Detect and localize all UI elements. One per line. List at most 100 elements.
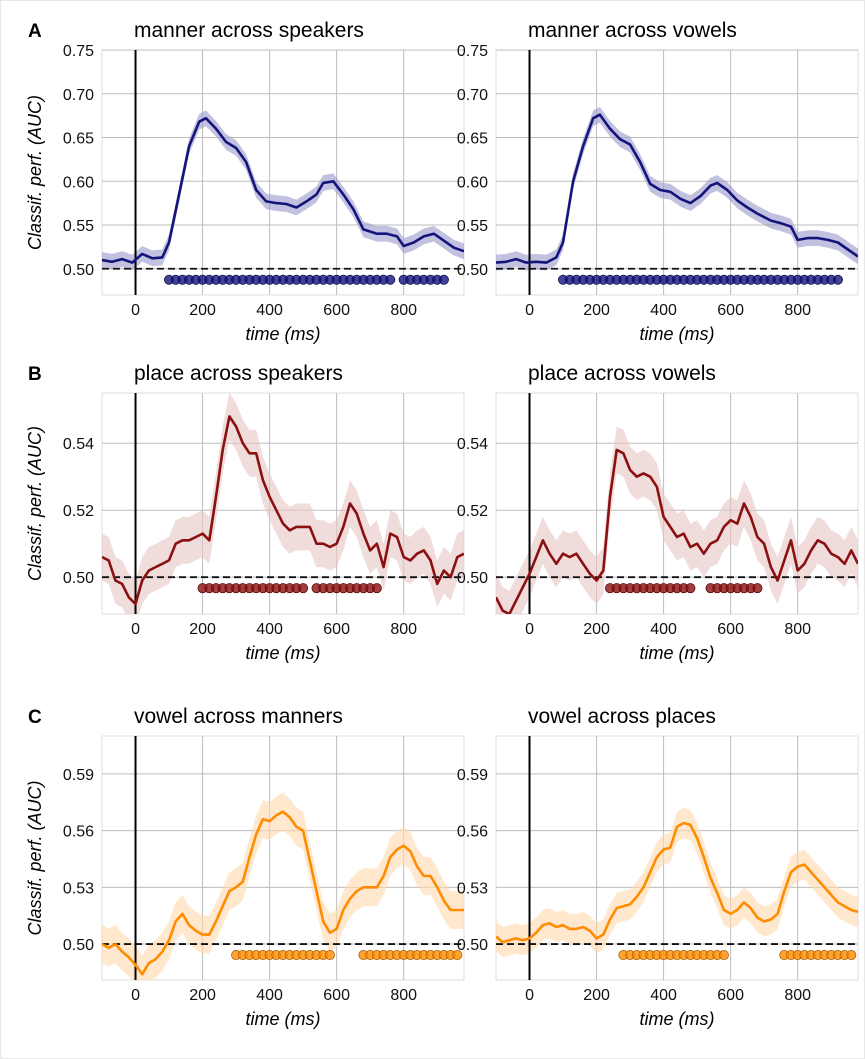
- x-tick-label: 600: [323, 302, 350, 319]
- panel-label: A: [28, 21, 42, 42]
- chart-panel-4: 0.50 0.52 0.54 0 200 400 600 800 place across vo…: [457, 362, 859, 663]
- y-tick-label: 0.52: [457, 503, 488, 520]
- significance-marker: [752, 583, 763, 594]
- chart-title: place across speakers: [134, 362, 343, 385]
- series-line: [496, 113, 858, 264]
- series-line: [496, 448, 858, 614]
- panel-label: B: [28, 364, 42, 385]
- chart-title: manner across speakers: [134, 19, 364, 42]
- y-tick-label: 0.50: [63, 937, 94, 954]
- series-line: [496, 821, 858, 944]
- confidence-band: [102, 393, 464, 614]
- x-axis-label: time (ms): [246, 643, 321, 663]
- x-tick-label: 800: [390, 302, 417, 319]
- x-tick-label: 0: [131, 302, 140, 319]
- x-tick-label: 200: [189, 987, 216, 1004]
- y-tick-label: 0.50: [63, 570, 94, 587]
- y-tick-label: 0.75: [457, 43, 488, 60]
- series-line: [102, 116, 464, 264]
- x-tick-label: 0: [525, 302, 534, 319]
- significance-marker: [718, 950, 729, 961]
- x-tick-label: 600: [323, 621, 350, 638]
- y-tick-label: 0.50: [457, 262, 488, 279]
- x-axis-label: time (ms): [640, 643, 715, 663]
- series-line: [102, 415, 464, 606]
- x-tick-label: 600: [717, 302, 744, 319]
- x-axis-label: time (ms): [640, 1009, 715, 1029]
- plot-area: [102, 736, 464, 980]
- x-tick-label: 0: [131, 621, 140, 638]
- y-tick-label: 0.55: [63, 218, 94, 235]
- chart-panel-3: 0.50 0.52 0.54 0 200 400 600 800 place across sp…: [25, 362, 465, 663]
- y-tick-label: 0.50: [457, 570, 488, 587]
- y-tick-label: 0.53: [63, 880, 94, 897]
- x-tick-label: 400: [650, 302, 677, 319]
- y-axis-label: Classif. perf. (AUC): [25, 95, 45, 250]
- chart-title: vowel across places: [528, 705, 716, 728]
- x-tick-label: 400: [256, 302, 283, 319]
- x-tick-label: 800: [784, 987, 811, 1004]
- chart-panel-2: 0.50 0.55 0.60 0.65 0.70 0.75 0 200 400 600 800 man…: [457, 19, 859, 344]
- panel-label: C: [28, 707, 42, 728]
- x-tick-label: 800: [784, 302, 811, 319]
- x-tick-label: 600: [717, 987, 744, 1004]
- y-tick-label: 0.56: [457, 824, 488, 841]
- x-tick-label: 400: [256, 987, 283, 1004]
- x-tick-label: 200: [189, 621, 216, 638]
- significance-marker: [385, 274, 396, 285]
- significance-marker: [832, 274, 843, 285]
- y-tick-label: 0.65: [457, 131, 488, 148]
- significance-marker: [685, 583, 696, 594]
- x-tick-label: 400: [256, 621, 283, 638]
- y-tick-label: 0.65: [63, 131, 94, 148]
- significance-marker: [324, 950, 335, 961]
- plot-area: [496, 393, 858, 614]
- y-tick-label: 0.70: [63, 87, 94, 104]
- y-tick-label: 0.75: [63, 43, 94, 60]
- x-tick-label: 600: [717, 621, 744, 638]
- y-tick-label: 0.70: [457, 87, 488, 104]
- x-tick-label: 200: [189, 302, 216, 319]
- y-tick-label: 0.54: [457, 436, 488, 453]
- x-axis-label: time (ms): [246, 324, 321, 344]
- y-tick-label: 0.59: [457, 767, 488, 784]
- x-tick-label: 0: [525, 987, 534, 1004]
- x-tick-label: 200: [583, 987, 610, 1004]
- x-tick-label: 400: [650, 621, 677, 638]
- significance-marker: [298, 583, 309, 594]
- chart-panel-5: 0.50 0.53 0.56 0.59 0 200 400 600 800 vowel acros…: [25, 705, 465, 1029]
- x-tick-label: 200: [583, 621, 610, 638]
- significance-marker: [371, 583, 382, 594]
- significance-marker: [846, 950, 857, 961]
- x-tick-label: 400: [650, 987, 677, 1004]
- chart-panel-1: 0.50 0.55 0.60 0.65 0.70 0.75 0 200 400 600 800 man…: [25, 19, 465, 344]
- y-tick-label: 0.56: [63, 824, 94, 841]
- y-tick-label: 0.60: [63, 174, 94, 191]
- y-tick-label: 0.60: [457, 174, 488, 191]
- confidence-band: [102, 792, 464, 980]
- y-tick-label: 0.55: [457, 218, 488, 235]
- confidence-band: [496, 106, 858, 271]
- x-tick-label: 800: [390, 987, 417, 1004]
- chart-panel-6: 0.50 0.53 0.56 0.59 0 200 400 600 800 vowel acros…: [457, 705, 859, 1029]
- y-tick-label: 0.50: [457, 937, 488, 954]
- y-tick-label: 0.50: [63, 262, 94, 279]
- y-tick-label: 0.54: [63, 436, 94, 453]
- y-tick-label: 0.53: [457, 880, 488, 897]
- plot-area: [102, 393, 464, 614]
- x-tick-label: 200: [583, 302, 610, 319]
- y-axis-label: Classif. perf. (AUC): [25, 426, 45, 581]
- plot-area: [102, 50, 464, 295]
- plot-area: [496, 736, 858, 980]
- y-axis-label: Classif. perf. (AUC): [25, 780, 45, 935]
- y-tick-label: 0.52: [63, 503, 94, 520]
- chart-title: vowel across manners: [134, 705, 343, 728]
- chart-title: manner across vowels: [528, 19, 737, 42]
- significance-marker: [452, 950, 463, 961]
- x-tick-label: 0: [525, 621, 534, 638]
- x-axis-label: time (ms): [246, 1009, 321, 1029]
- x-tick-label: 800: [784, 621, 811, 638]
- plot-area: [496, 50, 858, 295]
- x-tick-label: 0: [131, 987, 140, 1004]
- confidence-band: [102, 110, 464, 271]
